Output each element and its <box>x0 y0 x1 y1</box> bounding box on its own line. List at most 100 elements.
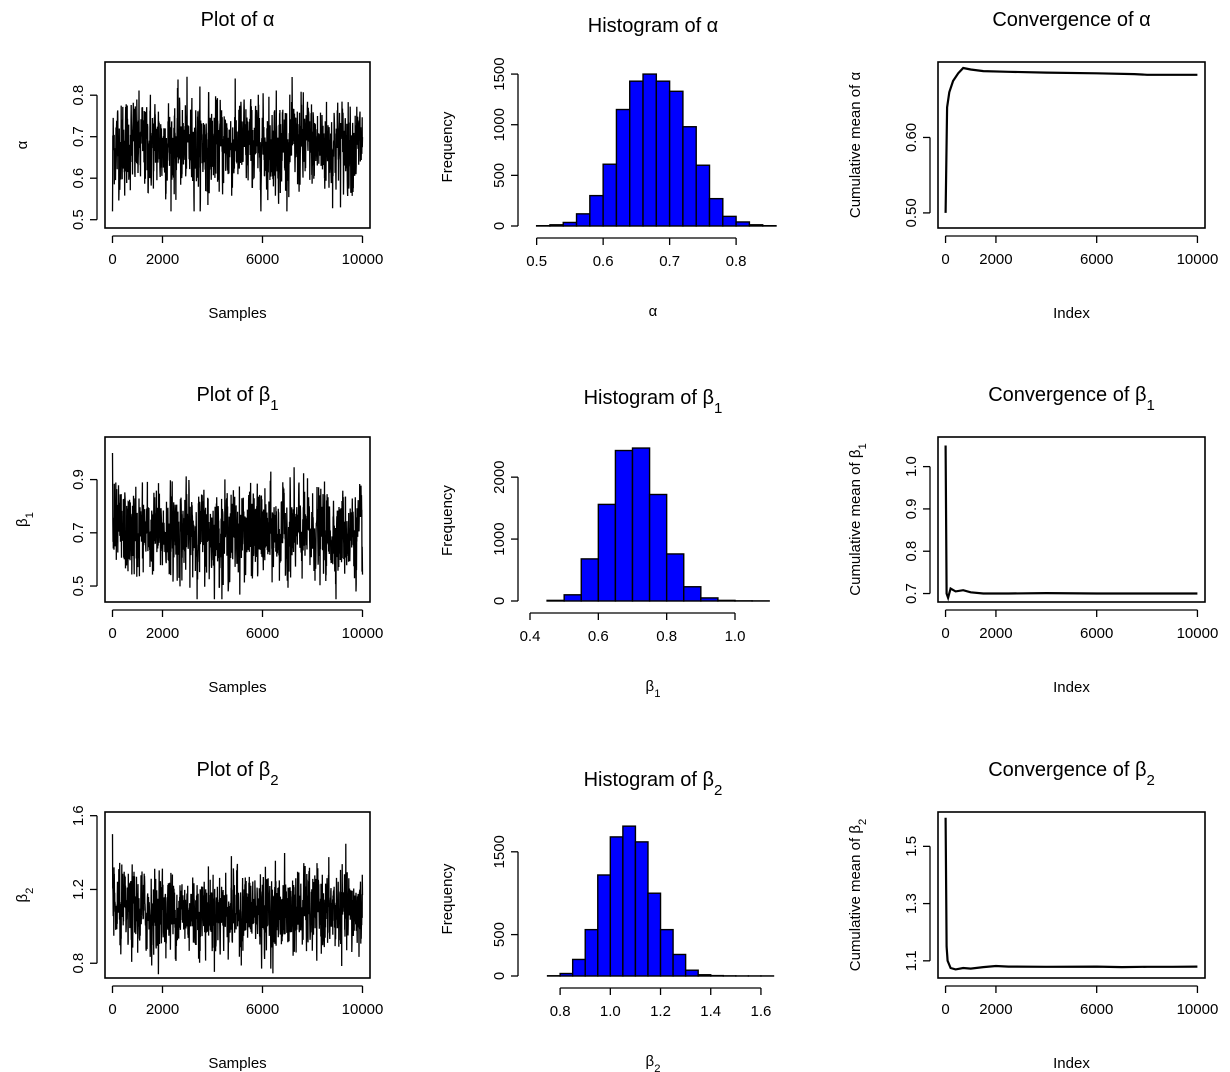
y-tick-label: 1.6 <box>70 805 87 826</box>
histogram-bar <box>571 958 586 977</box>
x-tick-label: 10000 <box>342 625 384 642</box>
x-tick-label: 0 <box>108 625 116 642</box>
plot-frame <box>937 811 1206 979</box>
y-axis-label: Frequency <box>439 111 456 182</box>
x-tick-label: 2000 <box>146 1001 179 1018</box>
plot-frame <box>937 436 1206 603</box>
chart-title: Convergence of α <box>992 9 1150 31</box>
histogram-bar <box>735 221 751 227</box>
y-tick-label: 0.9 <box>903 498 920 519</box>
histogram-bar <box>682 126 697 227</box>
chart-title: Plot of α <box>201 9 275 31</box>
trace-line <box>111 834 364 975</box>
histogram-bar <box>722 215 737 227</box>
y-tick-label: 1.5 <box>903 836 920 857</box>
y-tick-label: 0.50 <box>903 198 920 227</box>
histogram-bar <box>597 503 617 602</box>
x-axis-label: Index <box>1053 1055 1090 1072</box>
y-tick-label: 0.5 <box>70 209 87 230</box>
plot-frame <box>104 436 371 603</box>
x-tick-label: 0 <box>108 251 116 268</box>
histogram-bar <box>580 558 600 602</box>
chart-title: Convergence of β1 <box>988 384 1155 414</box>
histogram-bar <box>549 224 564 227</box>
x-tick-label: 2000 <box>979 1001 1012 1018</box>
y-tick-label: 2000 <box>491 460 508 493</box>
y-axis-label: Cumulative mean of β2 <box>847 819 869 971</box>
y-tick-label: 0.7 <box>903 583 920 604</box>
histogram-bar <box>602 163 618 227</box>
x-axis-label: β1 <box>646 678 661 700</box>
histogram-bar <box>695 164 711 227</box>
x-tick-label: 0.4 <box>520 628 541 645</box>
histogram-bar <box>659 928 674 977</box>
x-tick-label: 0.5 <box>526 253 547 270</box>
histogram-bar <box>584 928 599 977</box>
y-tick-label: 0.7 <box>70 126 87 147</box>
chart-conv-alpha: Convergence of α 0 2000 6000 10000 Index 0.50 0… <box>847 9 1218 322</box>
x-tick-label: 10000 <box>1177 625 1219 642</box>
histogram-bar <box>717 599 736 602</box>
x-tick-label: 0.8 <box>726 253 747 270</box>
chart-hist-alpha: Histogram of α 0.5 0.6 0.7 0.8 α 0 500 1000 1500 F… <box>439 15 777 320</box>
chart-hist-beta1: Histogram of β1 0.4 0.6 0.8 1.0 β1 0 1000 2000 Fr… <box>439 387 770 700</box>
histogram-bar <box>615 108 631 227</box>
y-tick-label: 1000 <box>491 522 508 555</box>
x-tick-label: 10000 <box>342 251 384 268</box>
y-axis-label: α <box>14 140 31 149</box>
histogram-bar <box>629 80 644 227</box>
histogram-bar <box>672 953 687 977</box>
x-tick-label: 6000 <box>1080 625 1113 642</box>
cumulative-mean-line <box>944 445 1198 602</box>
chart-title: Histogram of α <box>588 15 719 37</box>
histogram-bar <box>700 597 719 602</box>
histogram-bar <box>546 599 565 602</box>
x-tick-label: 6000 <box>246 1001 279 1018</box>
y-axis-label: Cumulative mean of β1 <box>847 443 869 595</box>
y-axis-label: Frequency <box>439 863 456 934</box>
y-tick-label: 0.9 <box>70 469 87 490</box>
histogram-bar <box>748 224 764 227</box>
x-tick-label: 0.6 <box>588 628 609 645</box>
x-tick-label: 1.2 <box>650 1003 671 1020</box>
histogram-bar <box>589 194 604 227</box>
x-tick-label: 10000 <box>1177 1001 1219 1018</box>
x-tick-label: 0 <box>941 625 949 642</box>
x-tick-label: 0 <box>941 1001 949 1018</box>
plot-frame <box>104 811 371 979</box>
histogram-bar <box>642 73 658 227</box>
y-tick-label: 0 <box>491 597 508 605</box>
y-tick-label: 0.5 <box>70 576 87 597</box>
chart-conv-beta2: Convergence of β2 0 2000 6000 10000 Index 1.1 1… <box>847 759 1218 1072</box>
histogram-bar <box>634 841 649 977</box>
plot-frame <box>104 61 371 229</box>
chart-title: Plot of β2 <box>196 759 278 789</box>
x-tick-label: 0 <box>108 1001 116 1018</box>
x-tick-label: 6000 <box>246 251 279 268</box>
y-tick-label: 1500 <box>491 835 508 868</box>
y-tick-label: 1.2 <box>70 879 87 900</box>
x-tick-label: 10000 <box>342 1001 384 1018</box>
x-axis-label: Index <box>1053 305 1090 322</box>
y-tick-label: 1000 <box>491 108 508 141</box>
chart-trace-alpha: Plot of α 0 2000 6000 10000 Samples 0.5 0.6 0.7 0… <box>14 9 383 322</box>
y-tick-label: 0.7 <box>70 522 87 543</box>
x-tick-label: 1.0 <box>725 628 746 645</box>
y-tick-label: 0.8 <box>903 541 920 562</box>
x-tick-label: 0.7 <box>659 253 680 270</box>
trace-line <box>111 452 364 600</box>
x-axis-label: Samples <box>208 305 266 322</box>
y-tick-label: 1.3 <box>903 893 920 914</box>
histogram-bar <box>708 197 724 227</box>
histogram-bar <box>648 493 668 602</box>
x-tick-label: 0 <box>941 251 949 268</box>
y-tick-label: 500 <box>491 163 508 188</box>
y-axis-label: β2 <box>14 888 36 903</box>
x-axis-label: Index <box>1053 679 1090 696</box>
x-tick-label: 1.4 <box>700 1003 721 1020</box>
histogram-bar <box>597 874 612 977</box>
x-axis-label: β2 <box>646 1053 661 1072</box>
x-tick-label: 10000 <box>1177 251 1219 268</box>
x-tick-label: 2000 <box>979 625 1012 642</box>
x-tick-label: 2000 <box>146 625 179 642</box>
